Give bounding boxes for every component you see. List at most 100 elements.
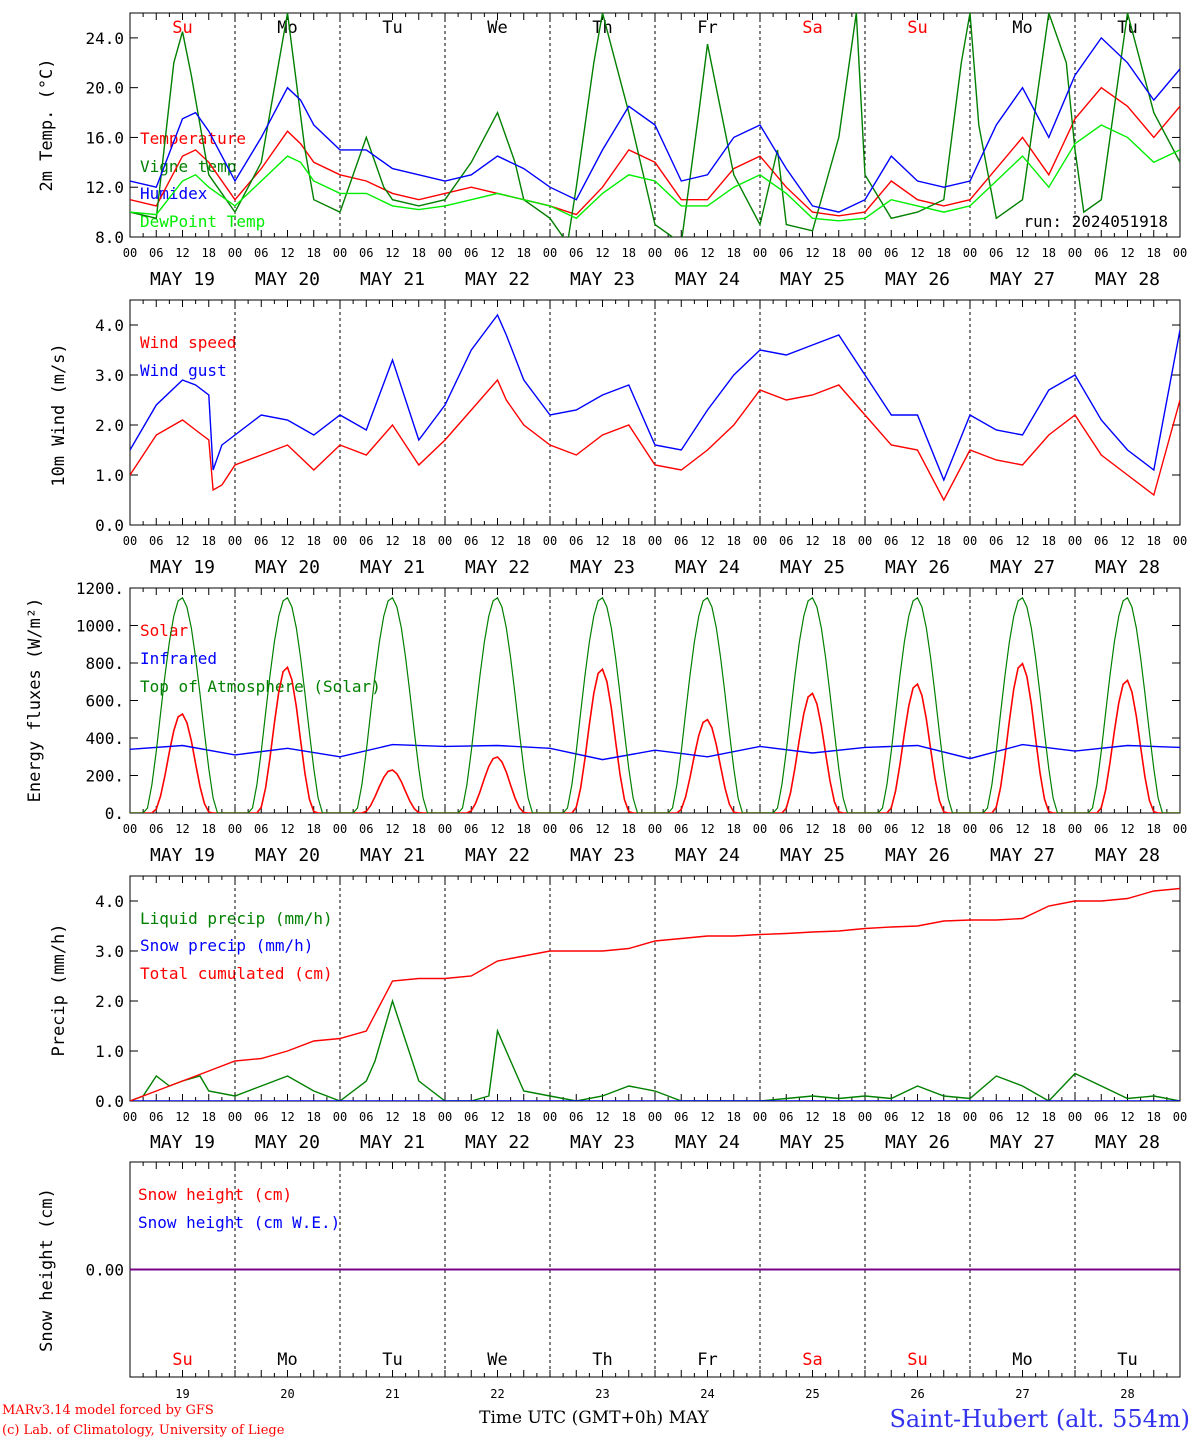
hour-label: 18 — [1042, 822, 1056, 836]
hour-label: 00 — [123, 246, 137, 260]
hour-label: 06 — [464, 822, 478, 836]
hour-label: 18 — [307, 1110, 321, 1124]
day-name: Su — [172, 18, 192, 38]
day-name: Sa — [802, 1350, 822, 1370]
day-name: Fr — [697, 18, 717, 38]
series-dewpoint-temp — [130, 124, 1180, 222]
hour-label: 12 — [175, 534, 189, 548]
hour-label: 18 — [202, 246, 216, 260]
hour-label: 00 — [543, 246, 557, 260]
date-label: MAY 25 — [780, 269, 845, 290]
hour-label: 18 — [202, 1110, 216, 1124]
hour-label: 18 — [832, 1110, 846, 1124]
station-title: Saint-Hubert (alt. 554m) — [889, 1405, 1190, 1433]
hour-label: 00 — [543, 534, 557, 548]
day-name: We — [487, 1350, 507, 1370]
y-tick-label: 4.0 — [95, 316, 124, 335]
day-name: Mo — [277, 18, 297, 38]
legend-liquid-precip: Liquid precip (mm/h) — [140, 909, 333, 928]
day-name: Tu — [1117, 1350, 1137, 1370]
hour-label: 00 — [123, 1110, 137, 1124]
hour-label: 00 — [1068, 534, 1082, 548]
hour-label: 00 — [858, 1110, 872, 1124]
hour-label: 12 — [385, 534, 399, 548]
date-label: MAY 24 — [675, 845, 740, 866]
series-humidex — [130, 36, 1180, 213]
hour-label: 12 — [1120, 822, 1134, 836]
hour-label: 18 — [937, 534, 951, 548]
y-tick-label: 1.0 — [95, 466, 124, 485]
hour-label: 06 — [779, 822, 793, 836]
legend-toa-solar: Top of Atmosphere (Solar) — [140, 677, 381, 696]
y-tick-label: 0.0 — [95, 516, 124, 535]
date-label: MAY 21 — [360, 557, 425, 578]
hour-label: 18 — [517, 822, 531, 836]
hour-label: 12 — [280, 822, 294, 836]
hour-label: 12 — [595, 822, 609, 836]
date-label: MAY 22 — [465, 557, 530, 578]
y-tick-label: 200. — [85, 767, 124, 786]
hour-label: 00 — [753, 534, 767, 548]
date-label: MAY 20 — [255, 557, 320, 578]
hour-label: 00 — [1068, 822, 1082, 836]
hour-label: 00 — [648, 534, 662, 548]
model-credit: MARv3.14 model forced by GFS — [2, 1403, 214, 1418]
hour-label: 12 — [805, 534, 819, 548]
date-label: MAY 24 — [675, 1132, 740, 1153]
hour-label: 06 — [569, 246, 583, 260]
hour-label: 12 — [595, 246, 609, 260]
series-top-of-atmosphere-solar — [130, 596, 1180, 813]
legend-wind-gust: Wind gust — [140, 361, 227, 380]
hour-label: 00 — [228, 1110, 242, 1124]
hour-label: 12 — [805, 1110, 819, 1124]
hour-label: 06 — [989, 534, 1003, 548]
date-label: MAY 26 — [885, 557, 950, 578]
hour-label: 12 — [805, 822, 819, 836]
hour-label: 00 — [753, 822, 767, 836]
y-tick-label: 4.0 — [95, 892, 124, 911]
hour-label: 12 — [910, 534, 924, 548]
hour-label: 18 — [622, 822, 636, 836]
date-label: MAY 22 — [465, 845, 530, 866]
hour-label: 12 — [700, 246, 714, 260]
hour-label: 06 — [1094, 534, 1108, 548]
date-label: MAY 19 — [150, 1132, 215, 1153]
date-label: MAY 25 — [780, 845, 845, 866]
hour-label: 12 — [385, 1110, 399, 1124]
hour-label: 00 — [753, 246, 767, 260]
day-number: 20 — [280, 1387, 294, 1401]
day-number: 25 — [805, 1387, 819, 1401]
hour-label: 12 — [1015, 246, 1029, 260]
hour-label: 00 — [123, 534, 137, 548]
hour-label: 18 — [517, 534, 531, 548]
series-vigne-temp — [130, 13, 1180, 237]
hour-label: 12 — [490, 534, 504, 548]
y-tick-label: 2.0 — [95, 992, 124, 1011]
run-label: run: 2024051918 — [1024, 212, 1169, 231]
date-label: MAY 21 — [360, 845, 425, 866]
hour-label: 06 — [569, 1110, 583, 1124]
hour-label: 06 — [569, 822, 583, 836]
hour-label: 12 — [490, 1110, 504, 1124]
series-wind-speed — [130, 378, 1180, 502]
hour-label: 06 — [674, 822, 688, 836]
panel-frame — [129, 299, 1181, 526]
series-liquid-precip-mm-h — [130, 998, 1180, 1101]
hour-label: 00 — [963, 822, 977, 836]
hour-label: 00 — [1173, 534, 1187, 548]
day-number: 23 — [595, 1387, 609, 1401]
day-number: 27 — [1015, 1387, 1029, 1401]
hour-label: 06 — [149, 246, 163, 260]
date-label: MAY 20 — [255, 1132, 320, 1153]
legend-dewpoint: DewPoint Temp — [140, 212, 265, 231]
date-label: MAY 19 — [150, 557, 215, 578]
hour-label: 12 — [1015, 1110, 1029, 1124]
legend-infrared: Infrared — [140, 649, 217, 668]
day-name: Fr — [697, 1350, 717, 1370]
day-name: Th — [592, 18, 612, 38]
hour-label: 12 — [175, 822, 189, 836]
day-name: Mo — [1012, 18, 1032, 38]
y-tick-label: 3.0 — [95, 942, 124, 961]
date-label: MAY 25 — [780, 557, 845, 578]
y-tick-label: 16.0 — [85, 128, 124, 147]
